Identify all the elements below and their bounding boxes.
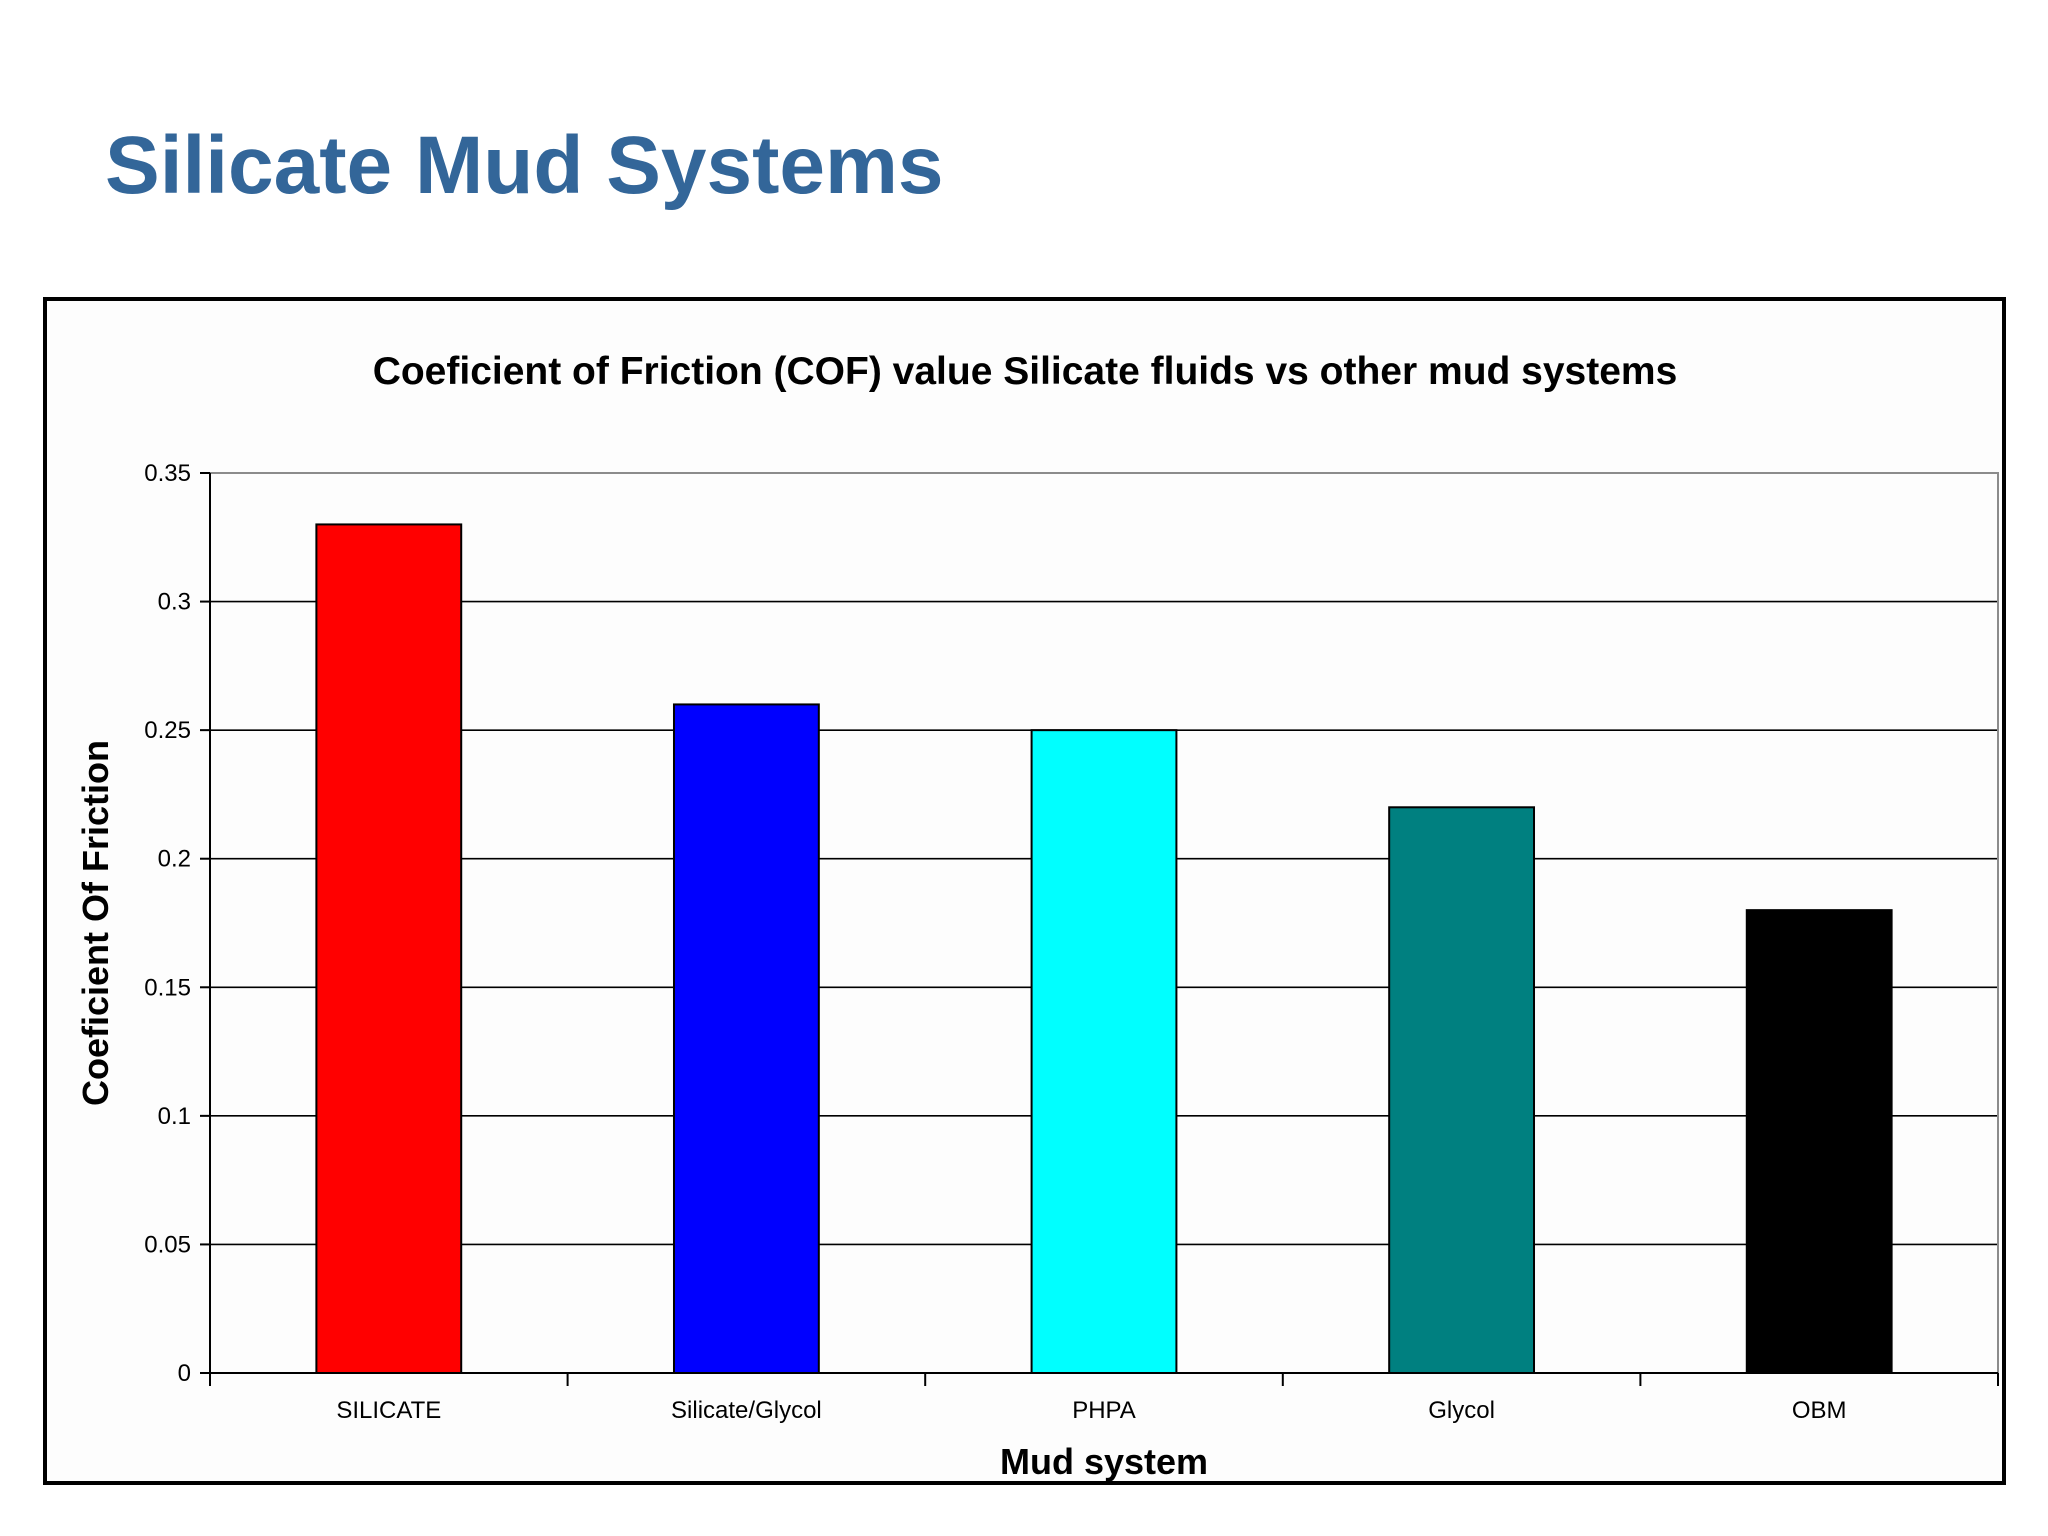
x-tick-label: PHPA (1072, 1397, 1136, 1424)
y-tick-label: 0 (178, 1360, 191, 1387)
bar-obm (1745, 909, 1893, 1375)
bar-phpa (1030, 729, 1178, 1374)
x-axis: SILICATE Silicate/Glycol PHPA Glycol OBM (209, 1372, 1999, 1424)
y-tick-label: 0.05 (144, 1231, 191, 1258)
plot-area: 0 0.05 0.1 0.15 0.2 0.25 0.3 0.35 SILICATE Silic… (144, 460, 1999, 1424)
y-axis: 0 0.05 0.1 0.15 0.2 0.25 0.3 0.35 (144, 460, 211, 1387)
y-tick-label: 0.3 (158, 589, 191, 616)
x-tick-label: OBM (1792, 1397, 1847, 1424)
y-tick-label: 0.25 (144, 717, 191, 744)
bar-silicate-glycol (672, 703, 820, 1374)
bar-silicate (315, 523, 463, 1374)
x-tick-label: SILICATE (336, 1397, 441, 1424)
x-tick-label: Silicate/Glycol (671, 1397, 822, 1424)
bar-glycol (1388, 806, 1536, 1374)
chart-title: Coeficient of Friction (COF) value Silic… (373, 350, 1678, 393)
slide-title: Silicate Mud Systems (105, 120, 944, 211)
y-axis-title: Coeficient Of Friction (75, 740, 116, 1106)
x-tick-label: Glycol (1428, 1397, 1495, 1424)
y-tick-label: 0.35 (144, 460, 191, 487)
y-tick-label: 0.2 (158, 846, 191, 873)
x-axis-title: Mud system (1000, 1441, 1208, 1482)
y-tick-label: 0.1 (158, 1103, 191, 1130)
y-tick-label: 0.15 (144, 974, 191, 1001)
bars (315, 523, 1893, 1375)
